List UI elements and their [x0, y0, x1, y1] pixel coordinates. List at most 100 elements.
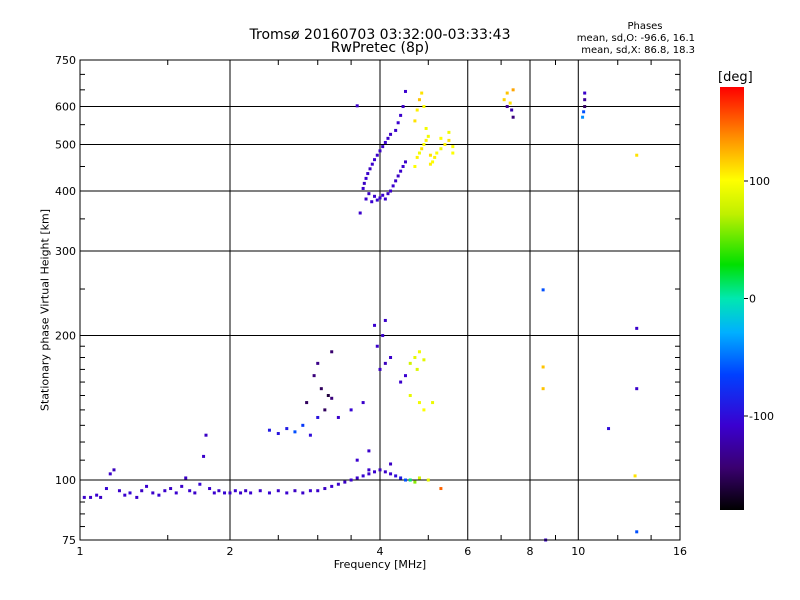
- data-point: [276, 489, 280, 493]
- data-point: [223, 491, 227, 495]
- data-point: [323, 408, 327, 412]
- x-tick-label: 1: [77, 545, 84, 558]
- data-point: [424, 138, 428, 142]
- plot-frame: [79, 59, 681, 541]
- data-point: [635, 326, 639, 330]
- data-point: [426, 478, 430, 482]
- data-point: [375, 198, 379, 202]
- data-point: [396, 174, 400, 178]
- data-point: [408, 394, 412, 398]
- data-point: [541, 288, 545, 292]
- data-point: [386, 136, 390, 140]
- data-point: [151, 491, 155, 495]
- data-point: [316, 489, 320, 493]
- data-point: [420, 91, 424, 95]
- data-point: [583, 105, 587, 109]
- x-tick-label: 6: [464, 545, 471, 558]
- data-point: [367, 468, 371, 472]
- data-point: [366, 172, 370, 176]
- data-point: [244, 489, 248, 493]
- data-point: [422, 143, 426, 147]
- data-point: [378, 196, 382, 200]
- data-point: [373, 323, 377, 327]
- data-point: [428, 153, 432, 157]
- data-point: [308, 433, 312, 437]
- data-point: [415, 155, 419, 159]
- data-point: [208, 487, 212, 491]
- data-point: [135, 495, 139, 499]
- x-tick-label: 10: [571, 545, 585, 558]
- data-point: [439, 487, 443, 491]
- data-point: [399, 113, 403, 117]
- data-point: [403, 160, 407, 164]
- data-point: [267, 428, 271, 432]
- data-point: [505, 91, 509, 95]
- data-point: [389, 132, 393, 136]
- data-point: [349, 408, 353, 412]
- data-point: [383, 140, 387, 144]
- tick-labels: 1 2 4 6 8 10 16 75 100 200 300 400 500 600 750: [55, 54, 687, 558]
- data-point: [422, 408, 426, 412]
- data-point: [361, 186, 365, 190]
- data-point: [361, 401, 365, 405]
- data-point: [417, 476, 421, 480]
- phases-header: Phases: [627, 21, 663, 32]
- data-point: [316, 415, 320, 419]
- data-point: [607, 427, 611, 431]
- data-point: [198, 482, 202, 486]
- data-point: [381, 145, 385, 149]
- data-point: [439, 147, 443, 151]
- data-point: [581, 115, 585, 119]
- data-point: [541, 387, 545, 391]
- data-point: [383, 318, 387, 322]
- data-point: [394, 474, 398, 478]
- data-point: [355, 458, 359, 462]
- data-point: [378, 367, 382, 371]
- data-point: [583, 98, 587, 102]
- colorbar-ticks: 100 0 -100: [744, 175, 774, 423]
- data-point: [378, 468, 382, 472]
- data-point: [381, 193, 385, 197]
- x-tick-label: 2: [227, 545, 234, 558]
- y-tick-label: 300: [55, 245, 76, 258]
- data-point: [123, 493, 127, 497]
- data-point: [541, 365, 545, 369]
- x-tick-label: 16: [673, 545, 687, 558]
- data-point: [364, 176, 368, 180]
- data-point: [285, 427, 289, 431]
- data-point: [367, 449, 371, 453]
- data-point: [510, 108, 514, 112]
- data-point: [82, 495, 86, 499]
- data-point: [204, 433, 208, 437]
- data-point: [108, 472, 112, 476]
- data-point: [401, 164, 405, 168]
- data-point: [202, 454, 206, 458]
- colorbar-tick-label: 0: [749, 293, 756, 306]
- data-point: [174, 491, 178, 495]
- data-point: [383, 197, 387, 201]
- data-point: [383, 361, 387, 365]
- data-point: [361, 474, 365, 478]
- data-point: [285, 491, 289, 495]
- data-point: [399, 476, 403, 480]
- data-point: [330, 396, 334, 400]
- data-point: [408, 361, 412, 365]
- data-point: [145, 484, 149, 488]
- data-point: [128, 491, 132, 495]
- data-point: [343, 480, 347, 484]
- data-point: [373, 194, 377, 198]
- data-point: [635, 153, 639, 157]
- data-point: [217, 489, 221, 493]
- data-point: [424, 126, 428, 130]
- data-point: [422, 358, 426, 362]
- data-point: [511, 115, 515, 119]
- data-point: [293, 489, 297, 493]
- data-point: [389, 472, 393, 476]
- data-point: [502, 98, 506, 102]
- data-point: [511, 88, 515, 92]
- colorbar-tick-label: 100: [749, 175, 770, 188]
- colorbar-title: [deg]: [718, 70, 753, 85]
- data-point: [367, 192, 371, 196]
- data-point: [422, 105, 426, 109]
